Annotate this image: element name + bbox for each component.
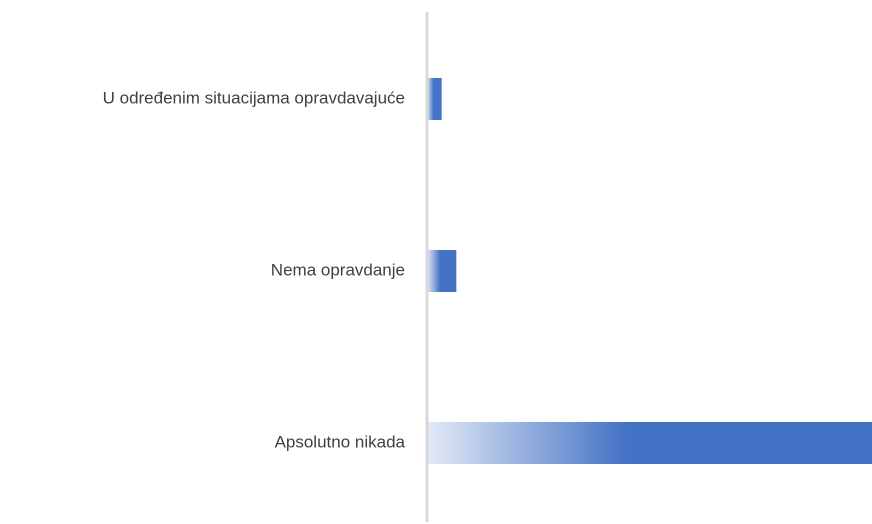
bar [427, 250, 457, 292]
bar [427, 422, 872, 464]
y-tick-label: Nema opravdanje [271, 260, 405, 279]
y-tick-label: Apsolutno nikada [275, 432, 406, 451]
bar [427, 78, 442, 120]
y-tick-label: U određenim situacijama opravdavajuće [103, 88, 405, 107]
